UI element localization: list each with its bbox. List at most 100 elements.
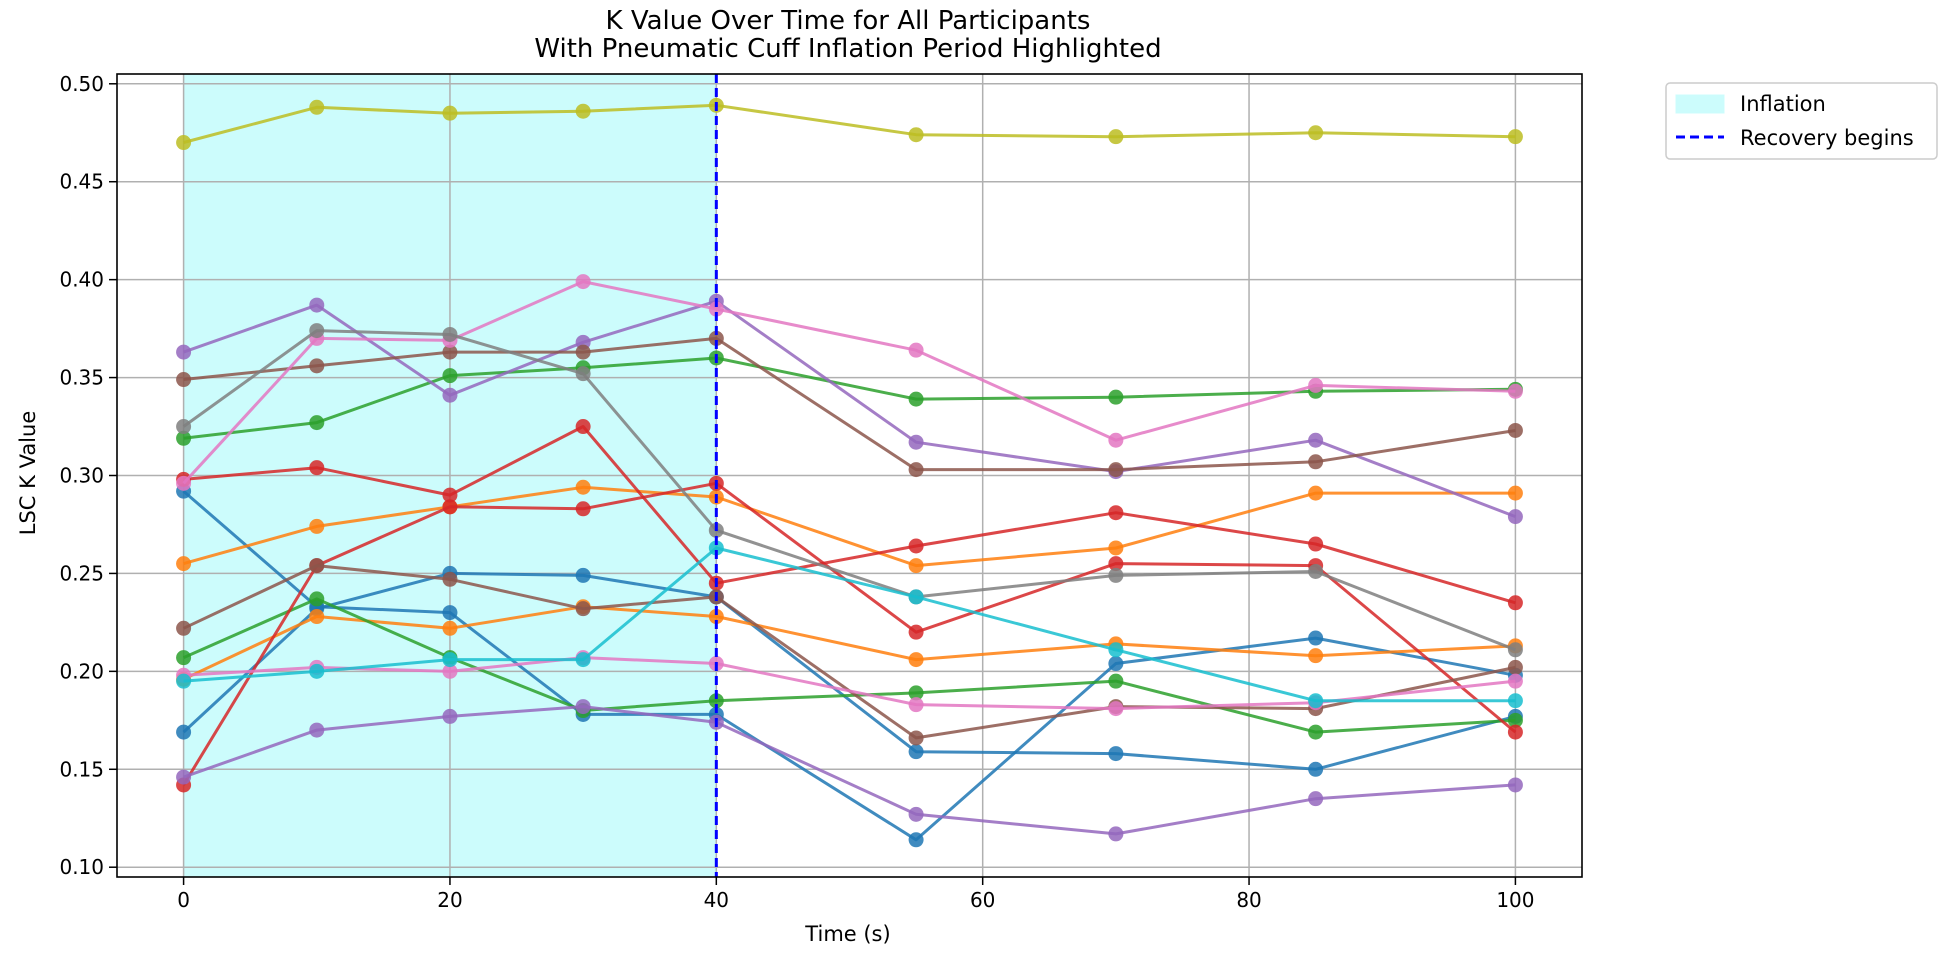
data-point bbox=[908, 434, 924, 450]
data-point bbox=[1108, 642, 1124, 658]
data-point bbox=[1507, 659, 1523, 675]
data-point bbox=[1308, 125, 1324, 141]
data-point bbox=[1507, 642, 1523, 658]
data-point bbox=[442, 368, 458, 384]
data-point bbox=[442, 620, 458, 636]
data-point bbox=[1507, 777, 1523, 793]
data-point bbox=[1308, 563, 1324, 579]
data-point bbox=[1108, 129, 1124, 145]
data-point bbox=[1108, 540, 1124, 556]
x-tick-label: 100 bbox=[1496, 888, 1534, 912]
data-point bbox=[1507, 673, 1523, 689]
data-point bbox=[708, 540, 724, 556]
data-point bbox=[442, 571, 458, 587]
data-point bbox=[575, 501, 591, 517]
data-point bbox=[908, 697, 924, 713]
data-point bbox=[575, 103, 591, 119]
x-axis-label: Time (s) bbox=[804, 922, 890, 946]
data-point bbox=[1507, 485, 1523, 501]
data-point bbox=[708, 330, 724, 346]
data-point bbox=[1308, 536, 1324, 552]
data-point bbox=[1507, 509, 1523, 525]
y-tick-label: 0.35 bbox=[59, 366, 104, 390]
data-point bbox=[1308, 791, 1324, 807]
data-point bbox=[176, 673, 192, 689]
y-tick-label: 0.20 bbox=[59, 659, 104, 683]
data-point bbox=[575, 366, 591, 382]
data-point bbox=[908, 342, 924, 358]
data-point bbox=[708, 301, 724, 317]
legend-inflation-label: Inflation bbox=[1740, 92, 1826, 116]
data-point bbox=[176, 724, 192, 740]
data-point bbox=[908, 589, 924, 605]
data-point bbox=[176, 620, 192, 636]
data-point bbox=[309, 460, 325, 476]
y-tick-label: 0.50 bbox=[59, 72, 104, 96]
data-point bbox=[908, 730, 924, 746]
data-point bbox=[908, 832, 924, 848]
data-point bbox=[442, 387, 458, 403]
data-point bbox=[442, 708, 458, 724]
data-point bbox=[176, 344, 192, 360]
data-point bbox=[908, 462, 924, 478]
data-point bbox=[442, 605, 458, 621]
data-point bbox=[1108, 462, 1124, 478]
data-point bbox=[575, 601, 591, 617]
data-point bbox=[575, 567, 591, 583]
x-tick-label: 40 bbox=[704, 888, 729, 912]
data-point bbox=[176, 650, 192, 666]
data-point bbox=[1308, 485, 1324, 501]
data-point bbox=[908, 624, 924, 640]
legend-recovery-label: Recovery begins bbox=[1740, 126, 1914, 150]
data-point bbox=[176, 556, 192, 572]
legend-inflation-swatch bbox=[1675, 94, 1725, 114]
data-point bbox=[1108, 432, 1124, 448]
data-point bbox=[1507, 129, 1523, 145]
chart-subtitle: With Pneumatic Cuff Inflation Period Hig… bbox=[534, 34, 1161, 64]
data-point bbox=[1108, 567, 1124, 583]
data-point bbox=[176, 372, 192, 388]
data-point bbox=[1507, 422, 1523, 438]
series-17 bbox=[176, 540, 1523, 709]
data-point bbox=[176, 135, 192, 151]
data-point bbox=[1108, 826, 1124, 842]
x-tick-label: 0 bbox=[177, 888, 190, 912]
data-point bbox=[442, 344, 458, 360]
data-point bbox=[1108, 673, 1124, 689]
data-point bbox=[1507, 724, 1523, 740]
data-point bbox=[908, 538, 924, 554]
data-point bbox=[575, 699, 591, 715]
data-point bbox=[1308, 648, 1324, 664]
data-point bbox=[908, 685, 924, 701]
y-tick-label: 0.10 bbox=[59, 855, 104, 879]
data-point bbox=[309, 358, 325, 374]
data-point bbox=[309, 99, 325, 115]
data-point bbox=[908, 806, 924, 822]
data-point bbox=[309, 518, 325, 534]
data-point bbox=[1507, 595, 1523, 611]
y-tick-label: 0.40 bbox=[59, 268, 104, 292]
data-point bbox=[908, 391, 924, 407]
y-axis-label: LSC K Value bbox=[16, 411, 40, 535]
data-point bbox=[1108, 556, 1124, 572]
series-11 bbox=[176, 330, 1523, 478]
data-point bbox=[1108, 656, 1124, 672]
data-point bbox=[1308, 693, 1324, 709]
data-point bbox=[1108, 746, 1124, 762]
data-point bbox=[309, 415, 325, 431]
data-point bbox=[442, 652, 458, 668]
data-point bbox=[309, 558, 325, 574]
data-point bbox=[908, 127, 924, 143]
legend: Inflation Recovery begins bbox=[1665, 82, 1938, 160]
ticks-layer: 0 20 40 60 80 100 0.10 0.15 0.20 0.25 0.30 0.35 0.40… bbox=[59, 72, 1534, 912]
data-point bbox=[176, 430, 192, 446]
data-point bbox=[1308, 724, 1324, 740]
data-point bbox=[309, 609, 325, 625]
data-point bbox=[442, 499, 458, 515]
y-tick-label: 0.15 bbox=[59, 757, 104, 781]
data-point bbox=[176, 475, 192, 491]
data-point bbox=[1308, 377, 1324, 393]
data-point bbox=[575, 479, 591, 495]
data-point bbox=[442, 663, 458, 679]
